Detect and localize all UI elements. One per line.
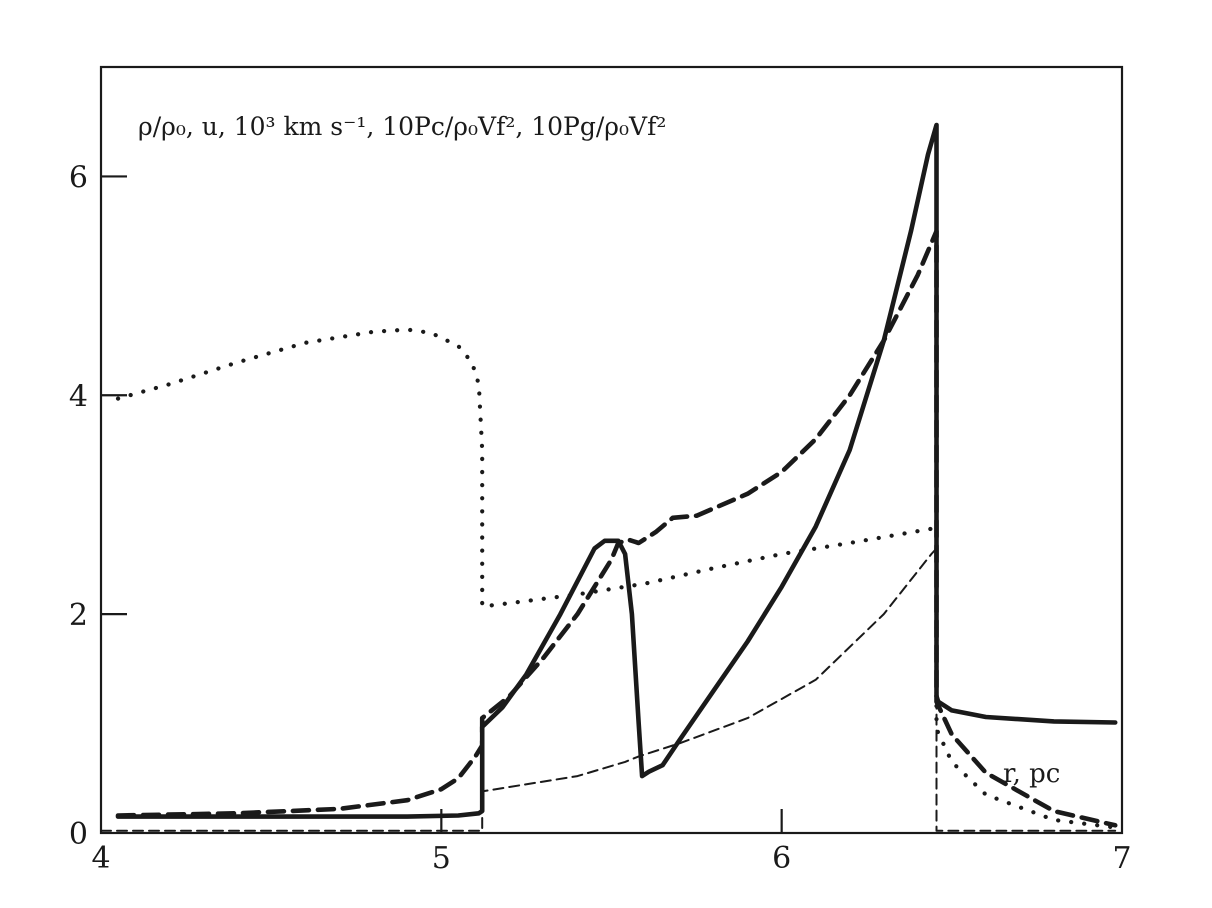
y-tick-label: 2: [69, 598, 88, 633]
y-tick-label: 6: [69, 160, 88, 195]
x-tick-label: 5: [432, 841, 451, 876]
chart-title: ρ/ρ₀, u, 10³ km s⁻¹, 10Pc/ρ₀Vf², 10Pg/ρ₀…: [138, 112, 666, 141]
x-tick-label: 7: [1112, 841, 1131, 876]
x-tick-label: 4: [91, 841, 110, 876]
plot-frame: [99, 65, 1124, 835]
series-line-1: [115, 122, 1118, 819]
y-axis-ticks: 0 2 4 6: [69, 160, 127, 852]
y-tick-label: 4: [69, 379, 88, 414]
x-axis-ticks: 4 5 6 7: [91, 809, 1132, 876]
series-layer: [100, 122, 1118, 832]
y-tick-label: 0: [69, 817, 88, 852]
x-tick-label: 6: [772, 841, 791, 876]
x-axis-label: r, pc: [1003, 759, 1060, 789]
series-line-2: [115, 228, 1118, 828]
